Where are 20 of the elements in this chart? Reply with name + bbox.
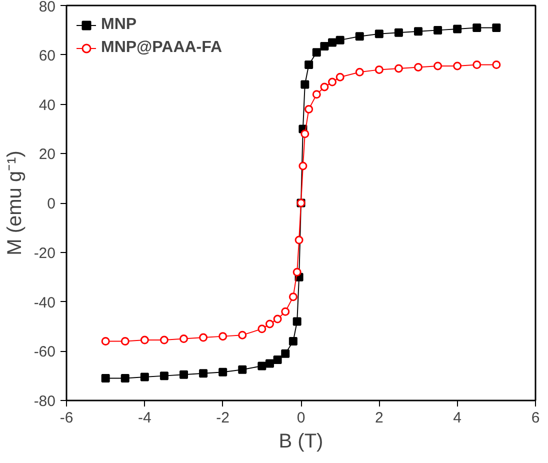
x-tick-label: 4 <box>453 410 462 426</box>
x-tick-label: 0 <box>296 410 306 426</box>
y-tick-label: -20 <box>34 244 56 262</box>
x-tick-label: 6 <box>531 410 540 426</box>
x-tick-label: 2 <box>374 410 384 426</box>
y-axis-title: M (emu g⁻¹) <box>4 150 26 256</box>
legend-label: MNP <box>101 16 137 34</box>
y-tick-label: 40 <box>38 96 56 114</box>
legend-label: MNP@PAAA-FA <box>101 39 222 57</box>
y-tick-label: 60 <box>38 47 56 64</box>
y-tick-label: 20 <box>38 146 56 164</box>
y-tick-label: -60 <box>34 344 56 361</box>
x-axis-title: B (T) <box>278 430 324 452</box>
x-tick-label: -2 <box>216 410 230 426</box>
y-tick-label: -80 <box>34 393 56 410</box>
y-tick-label: -40 <box>34 294 56 312</box>
y-tick-label: 80 <box>38 0 56 16</box>
y-tick-label: 0 <box>47 196 56 212</box>
x-tick-label: -6 <box>60 410 74 426</box>
x-tick-label: -4 <box>138 410 152 426</box>
